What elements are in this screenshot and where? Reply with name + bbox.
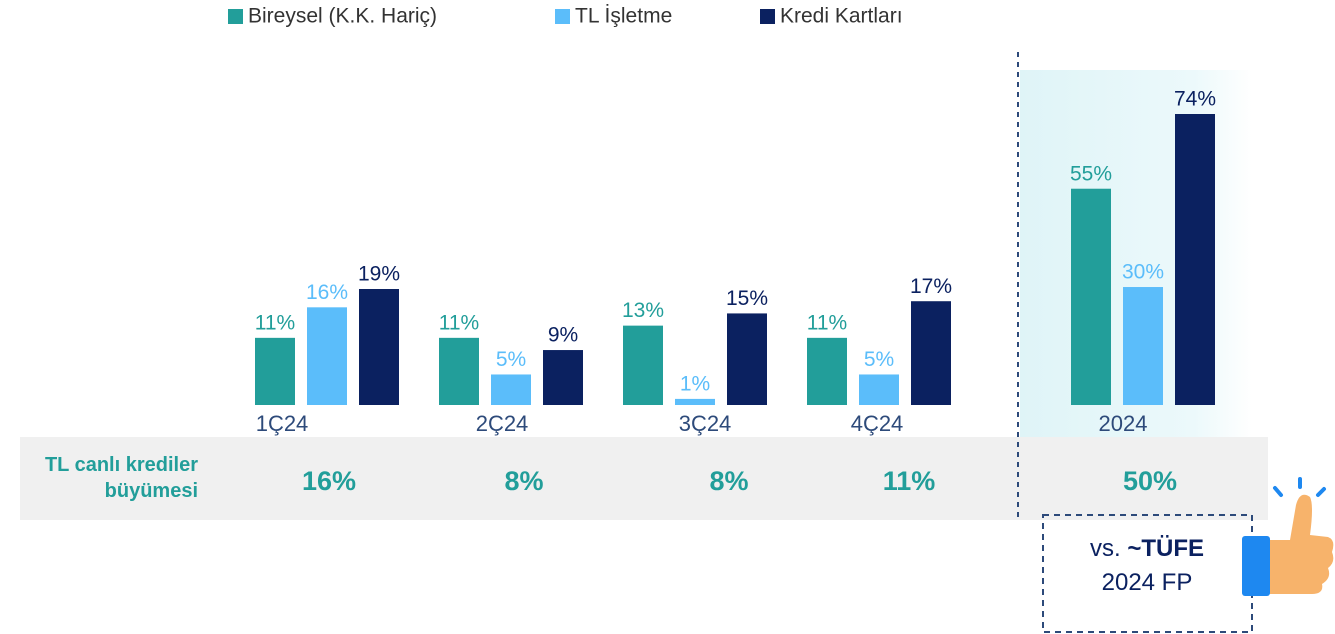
bar — [675, 398, 715, 405]
value-label: 15% — [726, 287, 768, 310]
growth-value: 11% — [883, 466, 936, 496]
bar — [727, 313, 767, 405]
bar — [543, 350, 583, 405]
bar — [255, 337, 295, 405]
value-label: 5% — [864, 348, 894, 371]
value-label: 30% — [1122, 261, 1164, 284]
callout-prefix: vs. — [1089, 535, 1121, 562]
value-label: 5% — [496, 348, 526, 371]
value-label: 1% — [680, 372, 710, 395]
bar — [1123, 287, 1163, 405]
bar — [1175, 114, 1215, 405]
bar — [911, 301, 951, 405]
value-label: 9% — [548, 324, 578, 347]
value-label: 74% — [1174, 88, 1216, 111]
bar — [359, 289, 399, 405]
growth-value: 8% — [504, 466, 543, 496]
value-label: 19% — [358, 263, 400, 286]
bar — [1071, 188, 1111, 405]
value-label: 55% — [1070, 162, 1112, 185]
legend-label: Kredi Kartları — [780, 5, 903, 28]
spark — [1273, 486, 1283, 497]
bar — [307, 307, 347, 405]
legend-swatch — [555, 9, 570, 24]
value-label: 13% — [622, 299, 664, 322]
x-tick-label: 3Ç24 — [679, 411, 732, 436]
spark — [1316, 487, 1326, 497]
growth-value: 50% — [1123, 466, 1177, 496]
cuff — [1242, 536, 1270, 596]
growth-value: 8% — [709, 466, 748, 496]
value-label: 11% — [807, 311, 847, 334]
callout: vs. ~TÜFE 2024 FP — [1043, 532, 1251, 600]
thumbs-up-icon — [1242, 477, 1334, 596]
legend-swatch — [228, 9, 243, 24]
growth-value: 16% — [302, 466, 356, 496]
hand — [1268, 494, 1334, 594]
x-tick-label: 2Ç24 — [476, 411, 529, 436]
bar — [859, 374, 899, 405]
growth-band — [20, 437, 1268, 520]
callout-line2: 2024 FP — [1101, 569, 1193, 596]
bar — [439, 337, 479, 405]
bar — [807, 337, 847, 405]
x-tick-label: 4Ç24 — [851, 411, 904, 436]
value-label: 11% — [255, 311, 295, 334]
bar — [623, 325, 663, 405]
callout-emphasis: ~TÜFE — [1127, 535, 1205, 562]
value-label: 17% — [910, 275, 952, 298]
value-label: 11% — [439, 311, 479, 334]
legend-swatch — [760, 9, 775, 24]
bar — [491, 374, 531, 405]
legend-label: TL İşletme — [575, 5, 672, 28]
growth-label: TL canlı krediler büyümesi — [44, 454, 198, 502]
x-tick-label: 2024 — [1099, 411, 1148, 436]
legend-label: Bireysel (K.K. Hariç) — [248, 5, 437, 28]
value-label: 16% — [306, 281, 348, 304]
x-tick-label: 1Ç24 — [256, 411, 309, 436]
